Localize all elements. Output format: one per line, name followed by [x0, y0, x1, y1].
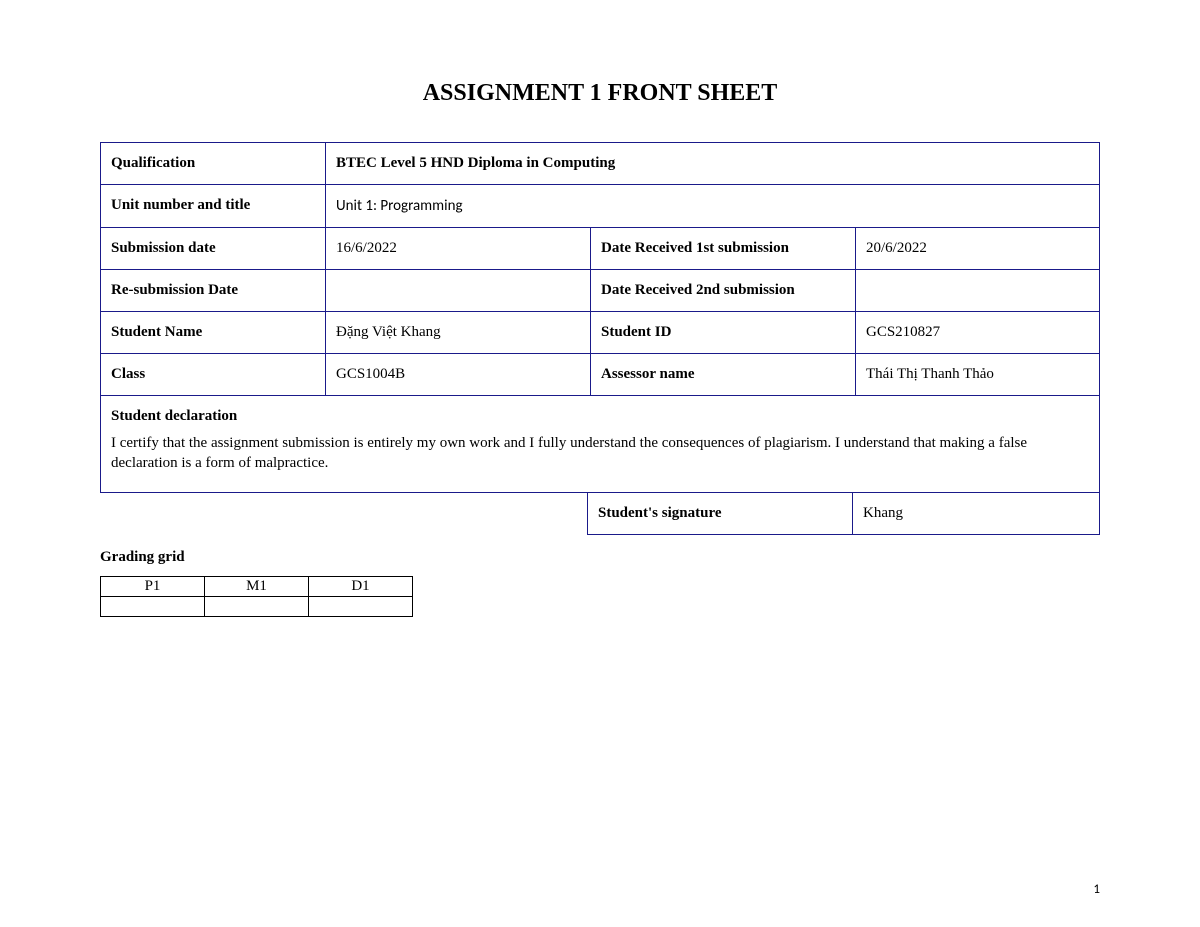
label-qualification: Qualification [101, 143, 326, 185]
value-student-id: GCS210827 [856, 312, 1100, 354]
row-resubmission-date: Re-submission Date Date Received 2nd sub… [101, 270, 1100, 312]
row-class: Class GCS1004B Assessor name Thái Thị Th… [101, 354, 1100, 396]
grading-header-d1: D1 [309, 576, 413, 596]
label-submission-date: Submission date [101, 228, 326, 270]
value-submission-date: 16/6/2022 [326, 228, 591, 270]
declaration-title: Student declaration [111, 408, 1089, 425]
grading-header-m1: M1 [205, 576, 309, 596]
value-assessor: Thái Thị Thanh Thảo [856, 354, 1100, 396]
label-received-2: Date Received 2nd submission [591, 270, 856, 312]
grading-cell-d1 [309, 596, 413, 616]
row-qualification: Qualification BTEC Level 5 HND Diploma i… [101, 143, 1100, 185]
label-class: Class [101, 354, 326, 396]
grading-grid-label: Grading grid [100, 549, 1100, 566]
label-received-1: Date Received 1st submission [591, 228, 856, 270]
grading-value-row [101, 596, 413, 616]
value-signature: Khang [853, 492, 1100, 534]
row-submission-date: Submission date 16/6/2022 Date Received … [101, 228, 1100, 270]
page-container: ASSIGNMENT 1 FRONT SHEET Qualification B… [0, 0, 1200, 657]
value-resubmission-date [326, 270, 591, 312]
grading-cell-m1 [205, 596, 309, 616]
label-student-id: Student ID [591, 312, 856, 354]
signature-table: Student's signature Khang [587, 492, 1100, 535]
grading-header-p1: P1 [101, 576, 205, 596]
value-qualification: BTEC Level 5 HND Diploma in Computing [326, 143, 1100, 185]
value-student-name: Đặng Việt Khang [326, 312, 591, 354]
label-student-name: Student Name [101, 312, 326, 354]
value-received-1: 20/6/2022 [856, 228, 1100, 270]
declaration-cell: Student declaration I certify that the a… [101, 396, 1100, 493]
row-declaration: Student declaration I certify that the a… [101, 396, 1100, 493]
value-class: GCS1004B [326, 354, 591, 396]
page-number: 1 [1093, 882, 1100, 897]
label-assessor: Assessor name [591, 354, 856, 396]
grading-grid-table: P1 M1 D1 [100, 576, 413, 617]
value-unit: Unit 1: Programming [326, 185, 1100, 228]
label-unit: Unit number and title [101, 185, 326, 228]
row-student-name: Student Name Đặng Việt Khang Student ID … [101, 312, 1100, 354]
row-unit: Unit number and title Unit 1: Programmin… [101, 185, 1100, 228]
row-signature: Student's signature Khang [588, 492, 1100, 534]
label-resubmission-date: Re-submission Date [101, 270, 326, 312]
grading-header-row: P1 M1 D1 [101, 576, 413, 596]
value-received-2 [856, 270, 1100, 312]
label-signature: Student's signature [588, 492, 853, 534]
page-title: ASSIGNMENT 1 FRONT SHEET [100, 80, 1100, 107]
info-table: Qualification BTEC Level 5 HND Diploma i… [100, 142, 1100, 493]
signature-row-wrap: Student's signature Khang [100, 492, 1100, 535]
grading-cell-p1 [101, 596, 205, 616]
declaration-body: I certify that the assignment submission… [111, 433, 1089, 474]
